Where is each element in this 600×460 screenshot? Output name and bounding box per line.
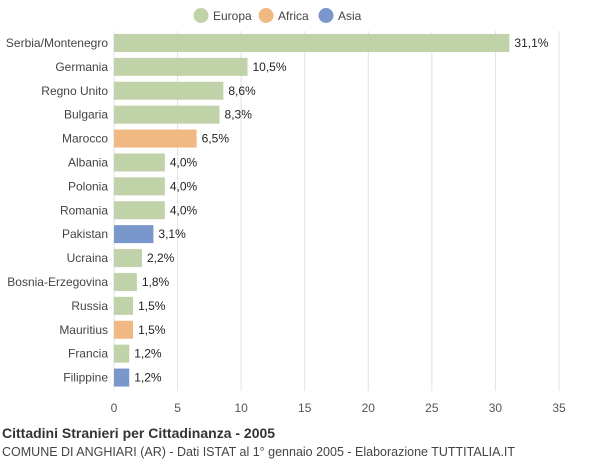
category-label: Ucraina	[67, 251, 109, 265]
bar	[114, 33, 510, 52]
chart-subtitle: COMUNE DI ANGHIARI (AR) - Dati ISTAT al …	[2, 445, 516, 459]
category-label: Marocco	[62, 132, 108, 146]
legend-label: Asia	[338, 9, 362, 23]
category-label: Russia	[71, 299, 108, 313]
value-label: 1,5%	[138, 299, 166, 313]
bar	[114, 81, 224, 100]
x-tick-label: 35	[552, 401, 566, 415]
value-label: 1,8%	[142, 275, 170, 289]
bar	[114, 129, 197, 148]
category-label: Bulgaria	[64, 108, 108, 122]
legend-marker	[193, 8, 209, 23]
value-label: 1,2%	[134, 347, 162, 361]
category-label: Regno Unito	[41, 84, 108, 98]
bar	[114, 201, 165, 220]
value-label: 4,0%	[170, 179, 198, 193]
bar	[114, 296, 134, 315]
value-label: 10,5%	[253, 60, 287, 74]
x-tick-label: 15	[298, 401, 312, 415]
x-tick-label: 0	[111, 401, 118, 415]
bar	[114, 225, 154, 244]
value-label: 4,0%	[170, 155, 198, 169]
category-label: Germania	[55, 60, 108, 74]
category-label: Mauritius	[59, 323, 108, 337]
x-tick-label: 5	[174, 401, 181, 415]
value-label: 2,2%	[147, 251, 175, 265]
legend-marker	[258, 8, 274, 23]
bar	[114, 320, 134, 339]
value-label: 8,3%	[225, 108, 253, 122]
category-label: Serbia/Montenegro	[6, 36, 108, 50]
legend-label: Africa	[278, 9, 309, 23]
bar	[114, 249, 142, 268]
value-label: 8,6%	[228, 84, 256, 98]
category-label: Polonia	[68, 179, 108, 193]
value-label: 6,5%	[202, 132, 230, 146]
bar	[114, 105, 220, 124]
category-label: Francia	[68, 347, 108, 361]
bar-chart: 0 5 10 15 20 25 30 35 Serbia/Montenegro 31,1% Germ…	[6, 8, 566, 415]
category-label: Bosnia-Erzegovina	[7, 275, 108, 289]
category-label: Romania	[60, 203, 108, 217]
category-label: Filippine	[63, 371, 108, 385]
value-label: 4,0%	[170, 203, 198, 217]
value-label: 3,1%	[158, 227, 186, 241]
value-label: 1,2%	[134, 371, 162, 385]
x-tick-label: 20	[362, 401, 376, 415]
category-label: Albania	[68, 155, 108, 169]
bar	[114, 344, 130, 363]
x-tick-label: 30	[489, 401, 503, 415]
x-tick-label: 10	[234, 401, 248, 415]
category-label: Pakistan	[62, 227, 108, 241]
value-label: 31,1%	[514, 36, 548, 50]
bar	[114, 272, 137, 291]
x-tick-label: 25	[425, 401, 439, 415]
bar	[114, 57, 248, 76]
bar	[114, 153, 165, 172]
bar	[114, 368, 130, 387]
legend-label: Europa	[213, 9, 252, 23]
chart-title: Cittadini Stranieri per Cittadinanza - 2…	[2, 425, 276, 441]
value-label: 1,5%	[138, 323, 166, 337]
bar	[114, 177, 165, 196]
legend-marker	[318, 8, 334, 23]
